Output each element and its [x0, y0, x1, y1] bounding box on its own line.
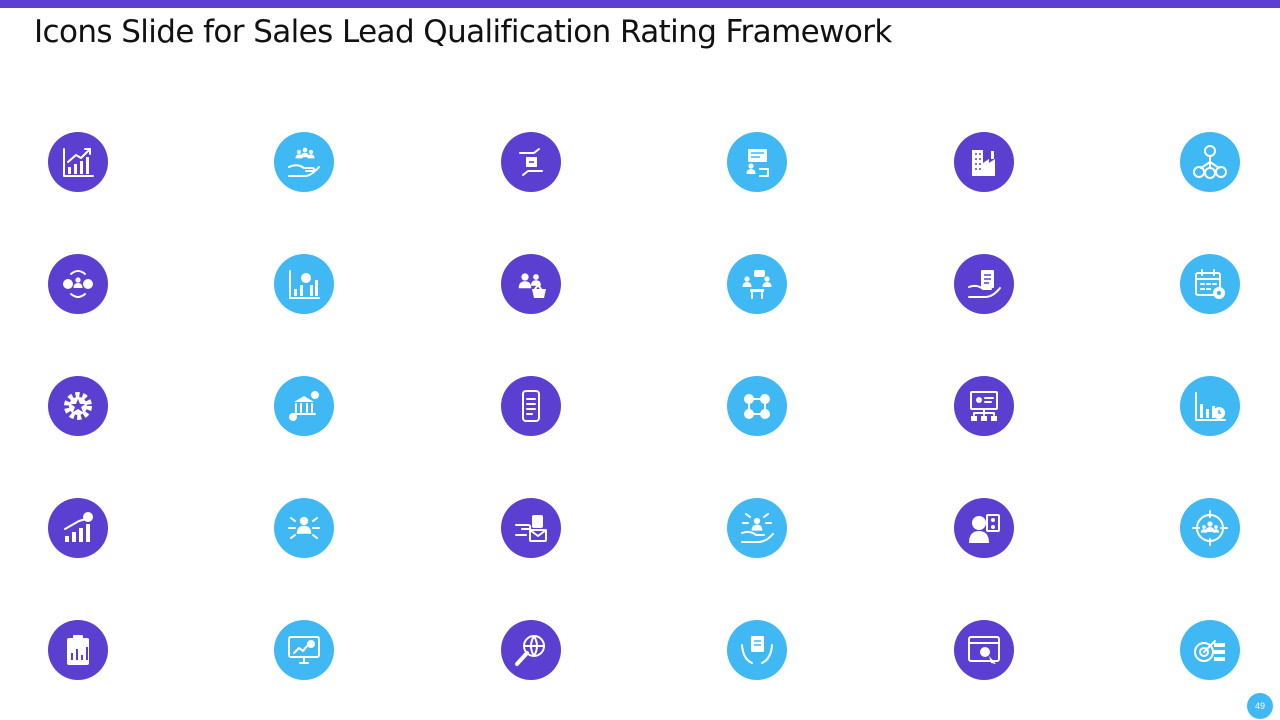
icon-tile	[1179, 254, 1240, 314]
icon-tile	[1179, 376, 1240, 436]
magnifier-globe-icon	[514, 635, 545, 666]
icon-tile	[500, 498, 561, 558]
icon-tile	[727, 132, 788, 192]
hands-document-icon	[741, 636, 774, 664]
connected-users-icon	[744, 394, 771, 419]
users-shopping-basket-icon	[518, 273, 546, 298]
bar-chart-dollar-icon	[289, 270, 321, 299]
icon-tile	[727, 254, 788, 314]
icon-tile	[500, 620, 561, 680]
icon-tile	[48, 132, 108, 192]
icon-grid	[48, 132, 1240, 680]
presentation-flowchart-icon	[969, 391, 998, 421]
page-number-badge: 49	[1247, 693, 1273, 719]
icon-tile	[274, 620, 335, 680]
icon-tile	[48, 498, 108, 558]
factory-building-icon	[971, 150, 995, 176]
calendar-gear-icon	[1194, 269, 1225, 299]
icon-tile	[48, 620, 108, 680]
icon-tile	[727, 620, 788, 680]
icon-tile	[953, 498, 1014, 558]
bank-dollar-icon	[289, 391, 320, 421]
browser-clock-cursor-icon	[967, 636, 1000, 664]
growth-chart-icon	[63, 148, 94, 177]
clipboard-chart-icon	[67, 635, 89, 665]
presenter-board-icon	[746, 149, 770, 177]
icon-tile	[953, 254, 1014, 314]
icon-tile	[500, 376, 561, 436]
icon-tile	[953, 376, 1014, 436]
monitor-chart-icon	[288, 636, 321, 664]
hand-user-arrows-icon	[741, 513, 775, 543]
icon-tile	[1179, 498, 1240, 558]
person-directions-icon	[288, 516, 321, 539]
icon-tile	[274, 376, 335, 436]
icon-tile	[953, 620, 1014, 680]
icon-tile	[727, 498, 788, 558]
hand-invoice-icon	[967, 270, 1001, 298]
hands-exchange-box-icon	[518, 148, 543, 176]
target-team-icon	[1191, 510, 1228, 546]
icon-tile	[48, 254, 108, 314]
target-list-icon	[1193, 640, 1225, 662]
icon-tile	[274, 498, 335, 558]
icon-tile	[1179, 620, 1240, 680]
org-network-icon	[1192, 145, 1227, 179]
chart-clock-icon	[1194, 392, 1226, 421]
mobile-checklist-icon	[521, 390, 540, 422]
icon-tile	[48, 376, 108, 436]
gear-star-icon	[64, 392, 92, 420]
icon-tile	[274, 132, 335, 192]
slide-title: Icons Slide for Sales Lead Qualification…	[34, 14, 892, 50]
top-accent-bar	[0, 0, 1280, 8]
icon-tile	[727, 376, 788, 436]
icon-tile	[274, 254, 335, 314]
hand-holding-team-icon	[288, 147, 321, 177]
team-meeting-icon	[742, 270, 772, 299]
growth-bars-dollar-icon	[64, 512, 93, 542]
dollar-user-gear-cycle-icon	[63, 270, 93, 298]
hand-phone-mail-icon	[514, 515, 547, 542]
icon-tile	[953, 132, 1014, 192]
icon-tile	[1179, 132, 1240, 192]
icon-tile	[500, 132, 561, 192]
woman-document-users-icon	[968, 514, 1000, 543]
icon-tile	[500, 254, 561, 314]
